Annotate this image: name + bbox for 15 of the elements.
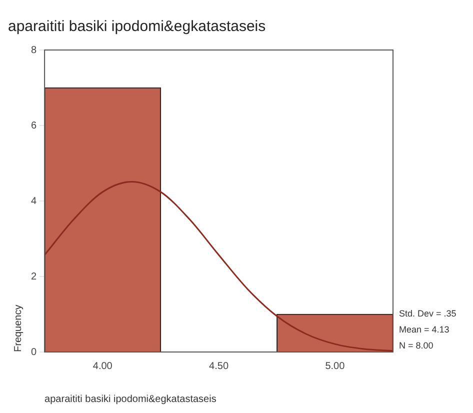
x-tick-label: 4.00 [92,360,113,372]
text: Std. Dev = .35 [399,308,456,318]
x-tick-label: 5.00 [325,360,346,372]
text: Mean = 4.13 [399,324,450,334]
y-tick-label: 0 [31,346,37,358]
y-axis-title: Frequency [12,304,24,352]
x-axis-title: aparaititi basiki ipodomi&egkatastaseis [44,394,216,405]
text: N = 8.00 [399,340,434,350]
y-tick-label: 8 [31,44,37,56]
y-tick-label: 6 [31,120,37,132]
line-series [44,181,393,352]
y-tick-label: 2 [31,271,37,282]
y-tick-label: 4 [31,196,37,207]
x-tick-label: 4.50 [209,360,229,372]
chart-title: aparaititi basiki ipodomi&egkatastaseis [8,18,266,36]
